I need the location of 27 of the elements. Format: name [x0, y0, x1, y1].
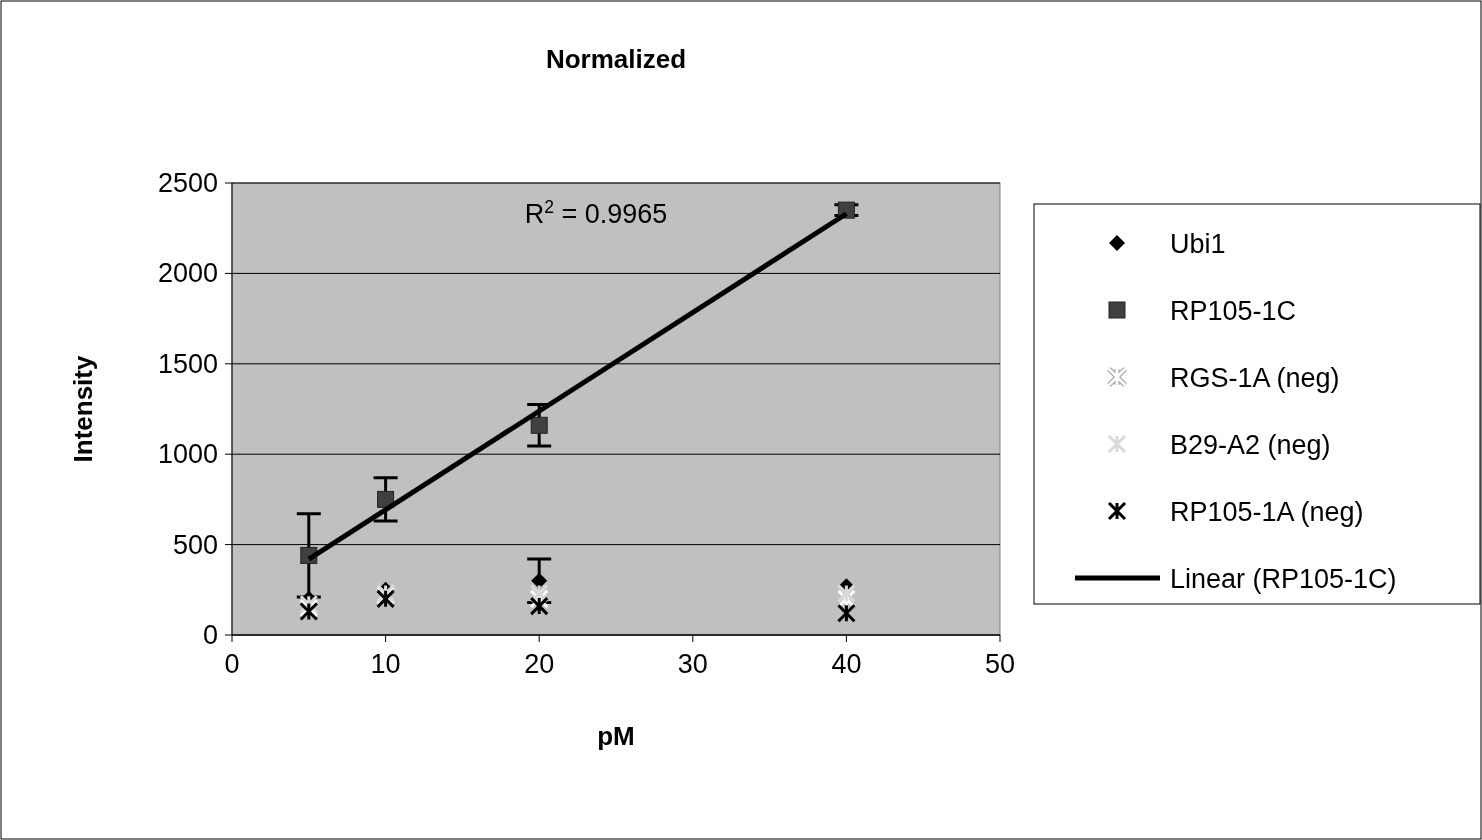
x-tick-label: 30	[677, 649, 708, 679]
y-tick-label: 500	[172, 529, 218, 560]
y-tick-label: 2500	[157, 168, 218, 198]
point	[530, 416, 548, 434]
legend-label: RP105-1A (neg)	[1170, 497, 1364, 527]
x-tick-label: 10	[370, 649, 401, 679]
point	[531, 572, 548, 589]
x-tick-label: 0	[224, 649, 240, 679]
x-tick-label: 50	[984, 649, 1016, 679]
y-axis-title: Intensity	[68, 355, 98, 463]
annotation: R$^{2}$ = 0.9965	[524, 197, 668, 229]
point	[529, 596, 549, 616]
legend-label: B29-A2 (neg)	[1170, 430, 1331, 460]
legend-label: Linear (RP105-1C)	[1170, 564, 1397, 594]
point	[836, 603, 856, 623]
point	[836, 583, 856, 603]
x-tick-label: 20	[524, 649, 555, 679]
legend-label: RGS-1A (neg)	[1170, 363, 1340, 393]
y-tick-label: 1500	[157, 348, 218, 379]
x-tick-label: 40	[831, 649, 862, 679]
y-tick-label: 1000	[157, 439, 218, 470]
legend-label: Ubi1	[1170, 229, 1226, 259]
legend-label: RP105-1C	[1170, 296, 1297, 326]
x-axis-title: pM	[597, 721, 635, 751]
chart-title: Normalized	[545, 44, 687, 74]
y-tick-label: 2000	[157, 258, 218, 289]
y-tick-label: 0	[202, 620, 218, 650]
